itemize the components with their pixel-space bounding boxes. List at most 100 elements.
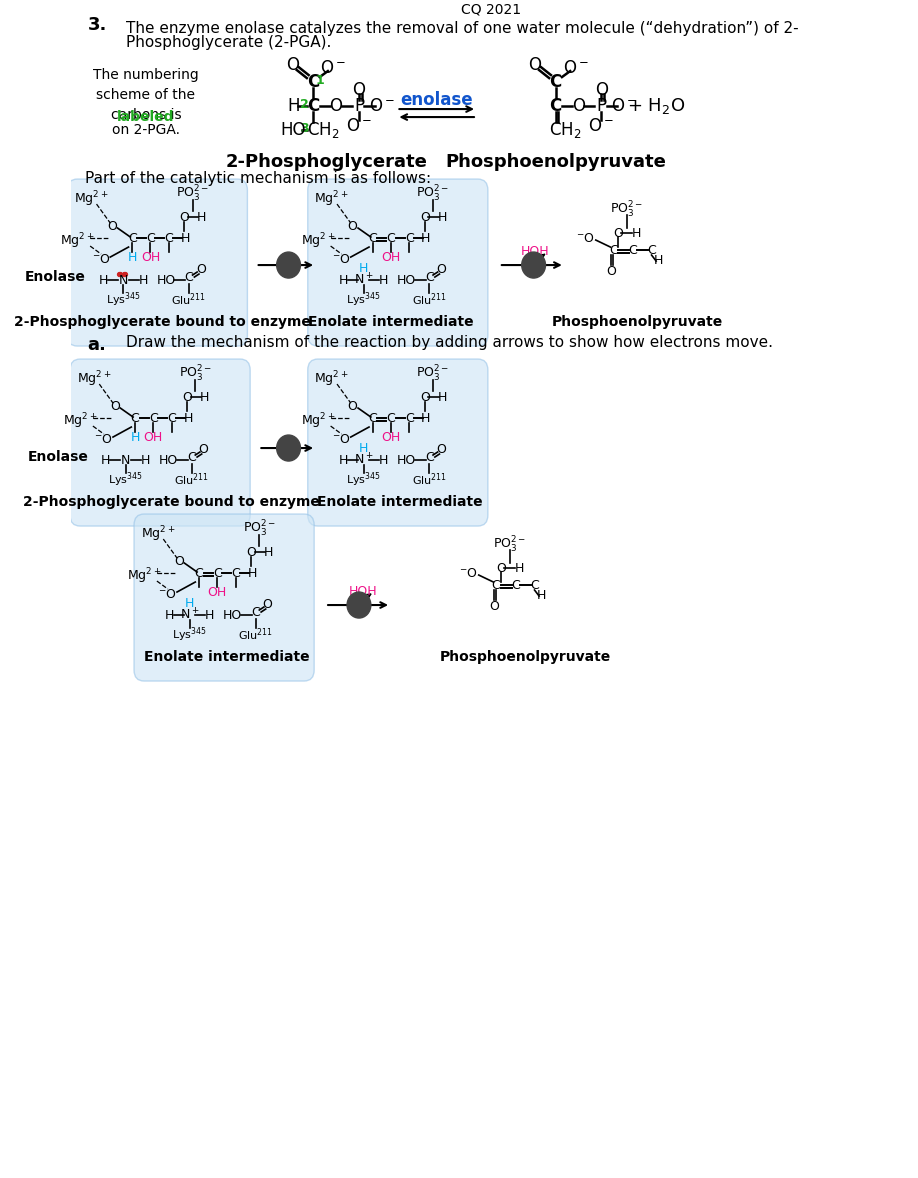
Text: C: C	[511, 578, 520, 591]
Text: C: C	[386, 411, 396, 424]
Text: labeled: labeled	[118, 110, 174, 124]
Text: 2-Phosphoglycerate bound to enzyme: 2-Phosphoglycerate bound to enzyme	[14, 315, 311, 329]
Text: C: C	[425, 450, 433, 463]
Text: Glu$^{211}$: Glu$^{211}$	[174, 471, 209, 489]
Text: Enolate intermediate: Enolate intermediate	[143, 650, 309, 664]
Text: Enolase: Enolase	[25, 270, 85, 284]
Text: O: O	[198, 443, 208, 456]
Text: H: H	[632, 226, 641, 239]
FancyBboxPatch shape	[308, 359, 487, 527]
Text: H: H	[141, 454, 151, 466]
Circle shape	[276, 435, 300, 461]
Text: H: H	[287, 97, 299, 115]
Text: O: O	[330, 97, 342, 115]
Text: O$^-$: O$^-$	[346, 117, 372, 135]
Text: C: C	[146, 232, 155, 245]
Text: C: C	[252, 605, 260, 618]
Text: OH: OH	[381, 251, 400, 264]
Text: + H$_2$O: + H$_2$O	[627, 97, 685, 117]
Text: C: C	[405, 411, 414, 424]
Text: C: C	[609, 244, 618, 257]
Text: C: C	[231, 567, 240, 580]
Text: H: H	[101, 454, 110, 466]
Text: on 2-PGA.: on 2-PGA.	[112, 123, 180, 137]
Text: 2: 2	[353, 597, 364, 613]
Text: C: C	[308, 73, 319, 91]
Text: O$^-$: O$^-$	[563, 59, 588, 77]
Text: C: C	[187, 450, 196, 463]
Text: H: H	[165, 609, 174, 622]
Text: H: H	[421, 232, 431, 245]
Text: 2-Phosphoglycerate bound to enzyme: 2-Phosphoglycerate bound to enzyme	[23, 495, 320, 509]
Text: O: O	[420, 211, 430, 224]
Text: $^{-}$O: $^{-}$O	[92, 252, 110, 265]
Text: Enolase: Enolase	[28, 450, 88, 464]
Text: The numbering
scheme of the
carbons is: The numbering scheme of the carbons is	[93, 68, 199, 123]
Text: Lys$^{345}$: Lys$^{345}$	[346, 471, 381, 489]
Text: C: C	[164, 232, 174, 245]
Text: OH: OH	[140, 251, 160, 264]
Text: O: O	[353, 81, 365, 99]
Text: CH$_2$: CH$_2$	[549, 120, 582, 140]
Text: PO$_3^{2-}$: PO$_3^{2-}$	[610, 200, 644, 220]
Text: C: C	[550, 73, 562, 91]
Text: O: O	[572, 97, 585, 115]
Text: C: C	[213, 567, 221, 580]
Text: 1: 1	[284, 258, 294, 272]
Text: H: H	[379, 273, 388, 286]
Text: O: O	[174, 555, 184, 568]
Circle shape	[276, 252, 300, 278]
Text: H: H	[247, 567, 257, 580]
Text: PO$_3^{2-}$: PO$_3^{2-}$	[417, 364, 450, 384]
Text: CQ 2021: CQ 2021	[461, 2, 521, 16]
Text: O$^-$: O$^-$	[320, 59, 346, 77]
Text: Glu$^{211}$: Glu$^{211}$	[412, 292, 447, 309]
Text: O: O	[436, 263, 446, 276]
Text: O: O	[420, 391, 430, 404]
Text: Phosphoenolpyruvate: Phosphoenolpyruvate	[440, 650, 611, 664]
Text: O: O	[263, 597, 273, 610]
Text: 1: 1	[284, 441, 294, 456]
Text: HOH: HOH	[349, 584, 378, 597]
Text: C: C	[386, 232, 396, 245]
Text: $^{-}$O: $^{-}$O	[332, 252, 351, 265]
Text: Enolate intermediate: Enolate intermediate	[318, 495, 483, 509]
Text: C: C	[149, 411, 158, 424]
Text: O: O	[496, 562, 506, 575]
Text: H: H	[339, 454, 348, 466]
Text: O: O	[607, 265, 616, 278]
Text: O: O	[285, 57, 298, 74]
Text: O: O	[436, 443, 446, 456]
Text: O: O	[246, 545, 256, 558]
Text: Mg$^{2+}$: Mg$^{2+}$	[300, 411, 335, 431]
Text: O: O	[348, 399, 357, 412]
Text: P: P	[354, 97, 364, 115]
Text: N: N	[121, 454, 130, 466]
Text: Draw the mechanism of the reaction by adding arrows to show how electrons move.: Draw the mechanism of the reaction by ad…	[126, 335, 773, 350]
Text: N: N	[118, 273, 128, 286]
Text: enolase: enolase	[400, 91, 473, 110]
Text: H: H	[359, 262, 368, 274]
Text: Glu$^{211}$: Glu$^{211}$	[238, 627, 274, 643]
Text: HO: HO	[397, 454, 416, 466]
Text: Mg$^{2+}$: Mg$^{2+}$	[60, 231, 95, 251]
Text: Mg$^{2+}$: Mg$^{2+}$	[314, 369, 349, 389]
Text: C: C	[130, 411, 140, 424]
Text: HO: HO	[159, 454, 178, 466]
Text: O: O	[110, 399, 119, 412]
Text: H: H	[197, 211, 207, 224]
Text: PO$_3^{2-}$: PO$_3^{2-}$	[179, 364, 212, 384]
Text: Lys$^{345}$: Lys$^{345}$	[173, 626, 207, 644]
Text: 3: 3	[300, 121, 308, 134]
Text: 1: 1	[315, 73, 324, 86]
Text: O$^-$: O$^-$	[588, 117, 614, 135]
Text: H: H	[537, 589, 546, 602]
Text: H: H	[98, 273, 107, 286]
Text: HOH: HOH	[521, 245, 550, 258]
Text: H: H	[185, 596, 195, 609]
Text: Phosphoenolpyruvate: Phosphoenolpyruvate	[445, 153, 666, 171]
Text: a.: a.	[87, 336, 106, 355]
Text: H: H	[181, 232, 190, 245]
Text: H: H	[130, 430, 140, 444]
Text: C: C	[308, 97, 319, 115]
